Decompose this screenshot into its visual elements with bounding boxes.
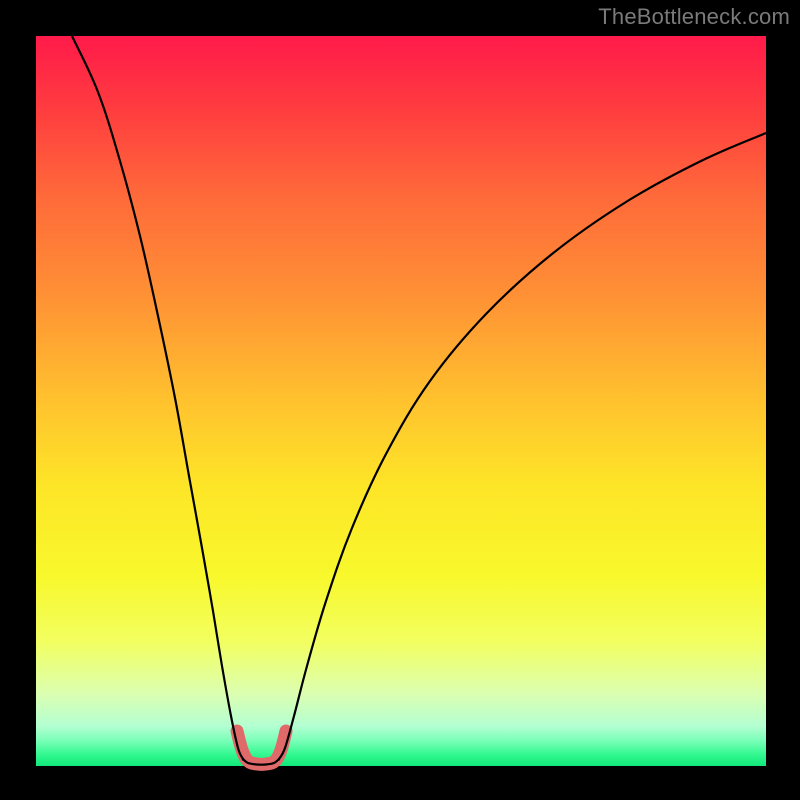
watermark-text: TheBottleneck.com	[598, 4, 790, 30]
chart-container: { "watermark": { "text": "TheBottleneck.…	[0, 0, 800, 800]
bottleneck-chart	[0, 0, 800, 800]
